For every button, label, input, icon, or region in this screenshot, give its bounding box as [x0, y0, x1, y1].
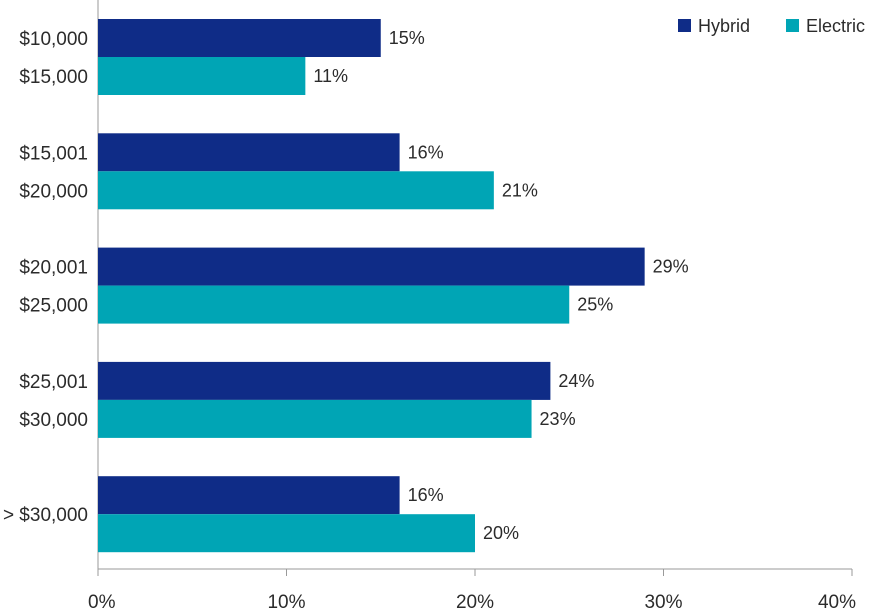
legend-swatch-electric	[786, 19, 799, 32]
data-label: 24%	[558, 371, 594, 391]
x-tick-label: 0%	[88, 592, 116, 613]
category-label: $15,000	[19, 67, 88, 88]
data-label: 15%	[389, 28, 425, 48]
category-label: $10,000	[19, 29, 88, 50]
bar-electric	[98, 57, 306, 95]
data-label: 21%	[502, 180, 538, 200]
category-label: $25,001	[19, 372, 88, 393]
bar-electric	[98, 514, 475, 553]
bar-hybrid	[98, 133, 400, 172]
data-label: 25%	[577, 295, 613, 315]
legend-swatch-hybrid	[678, 19, 691, 32]
bar-hybrid	[98, 19, 381, 57]
bar-hybrid	[98, 247, 645, 286]
legend-label: Hybrid	[698, 16, 750, 36]
x-tick-label: 20%	[456, 592, 494, 613]
data-label: 20%	[483, 523, 519, 543]
bar-hybrid	[98, 476, 400, 515]
category-label: $30,000	[19, 410, 88, 431]
category-label: $15,001	[19, 143, 88, 164]
data-label: 16%	[408, 142, 444, 162]
axes: 0% 10% 20% 30% 40% $10,000 $15,000 $15,001 $20,0…	[3, 0, 856, 613]
legend-label: Electric	[806, 16, 865, 36]
x-tick-label: 30%	[644, 592, 682, 613]
category-label: $20,001	[19, 258, 88, 279]
bar-electric	[98, 399, 532, 438]
data-label: 11%	[313, 66, 348, 86]
bar-hybrid	[98, 361, 551, 400]
legend: Hybrid Electric	[678, 16, 865, 36]
bar-electric	[98, 285, 570, 324]
data-label: 29%	[653, 257, 689, 277]
category-label: $25,000	[19, 296, 88, 317]
x-tick-label: 40%	[818, 592, 856, 613]
data-label: 23%	[540, 409, 576, 429]
data-label: 16%	[408, 485, 444, 505]
category-label: > $30,000	[3, 505, 88, 526]
category-label: $20,000	[19, 181, 88, 202]
bars: 15% 11% 16% 21% 29% 25% 24% 23% 16% 20%	[98, 19, 689, 553]
bar-electric	[98, 171, 494, 210]
x-tick-label: 10%	[267, 592, 305, 613]
